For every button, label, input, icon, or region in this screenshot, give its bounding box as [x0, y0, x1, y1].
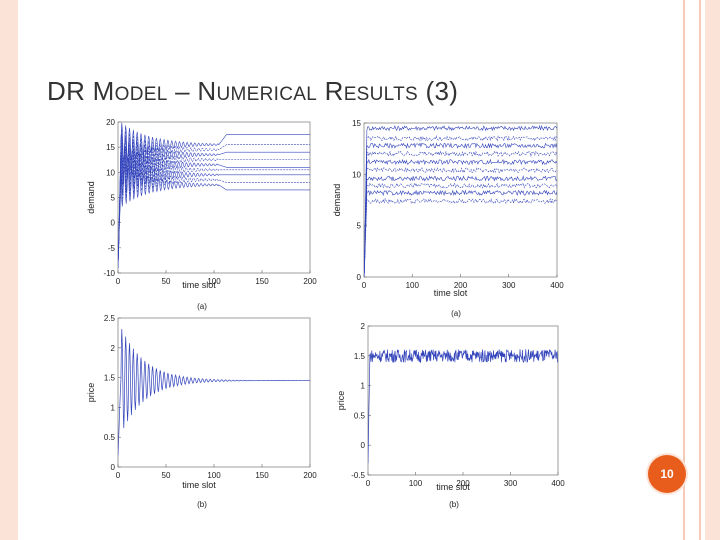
x-tick-label: 0 — [116, 471, 121, 480]
y-tick-label: 1.5 — [104, 374, 116, 383]
left-decorative-border — [0, 0, 18, 540]
x-tick-label: 0 — [362, 281, 367, 290]
price-series-line — [118, 329, 310, 456]
y-tick-label: 10 — [106, 168, 115, 177]
demand-series-line — [118, 122, 310, 268]
x-tick-label: 150 — [255, 471, 269, 480]
y-tick-label: 1.5 — [354, 352, 366, 361]
y-tick-label: -0.5 — [351, 471, 365, 480]
chart-panel-1: 0 50 100 150 200 -10 -5 0 5 10 15 20 time slot (a) dem… — [86, 118, 317, 311]
x-tick-label: 200 — [456, 479, 470, 488]
y-tick-label: 2 — [111, 344, 116, 353]
y-axis-label: demand — [86, 181, 96, 214]
demand-series-line — [118, 137, 310, 268]
plot-area — [117, 317, 311, 468]
x-tick-label: 200 — [303, 277, 317, 286]
x-tick-label: 50 — [162, 471, 171, 480]
x-tick-label: 200 — [454, 281, 468, 290]
demand-series-line — [364, 182, 557, 277]
panel-label: (a) — [451, 309, 461, 318]
right-decorative-border — [705, 0, 720, 540]
demand-series-line — [364, 150, 557, 277]
chart-panel-3: 0 50 100 150 200 0 0.5 1 1.5 2 2.5 time slot (b) pric… — [86, 314, 317, 509]
y-tick-label: 1 — [111, 403, 116, 412]
x-tick-label: 400 — [550, 281, 564, 290]
x-tick-label: 400 — [551, 479, 565, 488]
y-tick-label: 2 — [361, 322, 366, 331]
x-tick-label: 0 — [366, 479, 371, 488]
demand-series-line — [118, 164, 310, 268]
plot-area — [117, 121, 311, 274]
y-tick-label: -5 — [108, 244, 116, 253]
x-tick-label: 50 — [162, 277, 171, 286]
demand-series-line — [364, 124, 557, 277]
page-number-badge: 10 — [648, 455, 686, 493]
y-tick-label: 20 — [106, 118, 115, 127]
x-axis-label: time slot — [182, 280, 216, 290]
demand-series-line — [364, 189, 557, 277]
y-tick-label: 5 — [111, 194, 116, 203]
demand-series-line — [364, 175, 557, 277]
plot-area — [367, 325, 559, 476]
demand-series-line — [118, 147, 310, 268]
y-tick-label: 0 — [111, 219, 116, 228]
x-tick-label: 300 — [502, 281, 516, 290]
slide-title: DR MODEL – NUMERICAL RESULTS (3) — [47, 76, 459, 106]
x-tick-label: 150 — [255, 277, 269, 286]
x-axis-label: time slot — [436, 482, 470, 492]
panel-label: (a) — [197, 302, 207, 311]
demand-series-line — [364, 135, 557, 277]
demand-series-line — [118, 132, 310, 268]
y-tick-label: 2.5 — [104, 314, 116, 323]
panel-label: (b) — [197, 500, 207, 509]
x-tick-label: 100 — [409, 479, 423, 488]
y-tick-label: 10 — [352, 170, 361, 179]
y-axis-label: price — [86, 383, 96, 403]
price-series-line — [368, 349, 558, 464]
demand-series-line — [364, 197, 557, 277]
y-tick-label: 0 — [111, 463, 116, 472]
panel-label: (b) — [449, 500, 459, 509]
y-tick-label: 5 — [357, 222, 362, 231]
demand-series-line — [364, 167, 557, 277]
y-tick-label: 0 — [357, 273, 362, 282]
y-tick-label: 1 — [361, 382, 366, 391]
y-axis-label: price — [336, 391, 346, 411]
y-tick-label: 15 — [106, 143, 115, 152]
x-tick-label: 300 — [504, 479, 518, 488]
x-axis-label: time slot — [182, 480, 216, 490]
y-tick-label: -10 — [103, 269, 115, 278]
demand-series-line — [118, 142, 310, 268]
demand-series-line — [364, 142, 557, 277]
x-tick-label: 100 — [406, 281, 420, 290]
y-tick-label: 0.5 — [104, 433, 116, 442]
y-tick-label: 15 — [352, 119, 361, 128]
right-decorative-band — [683, 0, 701, 540]
x-tick-label: 100 — [207, 277, 221, 286]
x-axis-label: time slot — [434, 288, 468, 298]
y-tick-label: 0.5 — [354, 411, 366, 420]
y-tick-label: 0 — [361, 441, 366, 450]
y-axis-label: demand — [332, 184, 342, 217]
x-tick-label: 0 — [116, 277, 121, 286]
demand-series-line — [364, 158, 557, 277]
demand-series-line — [118, 128, 310, 268]
chart-panel-2: 0 100 200 300 400 0 5 10 15 time slot (a) demand — [332, 119, 564, 318]
x-tick-label: 200 — [303, 471, 317, 480]
plot-area — [363, 122, 558, 278]
x-tick-label: 100 — [207, 471, 221, 480]
